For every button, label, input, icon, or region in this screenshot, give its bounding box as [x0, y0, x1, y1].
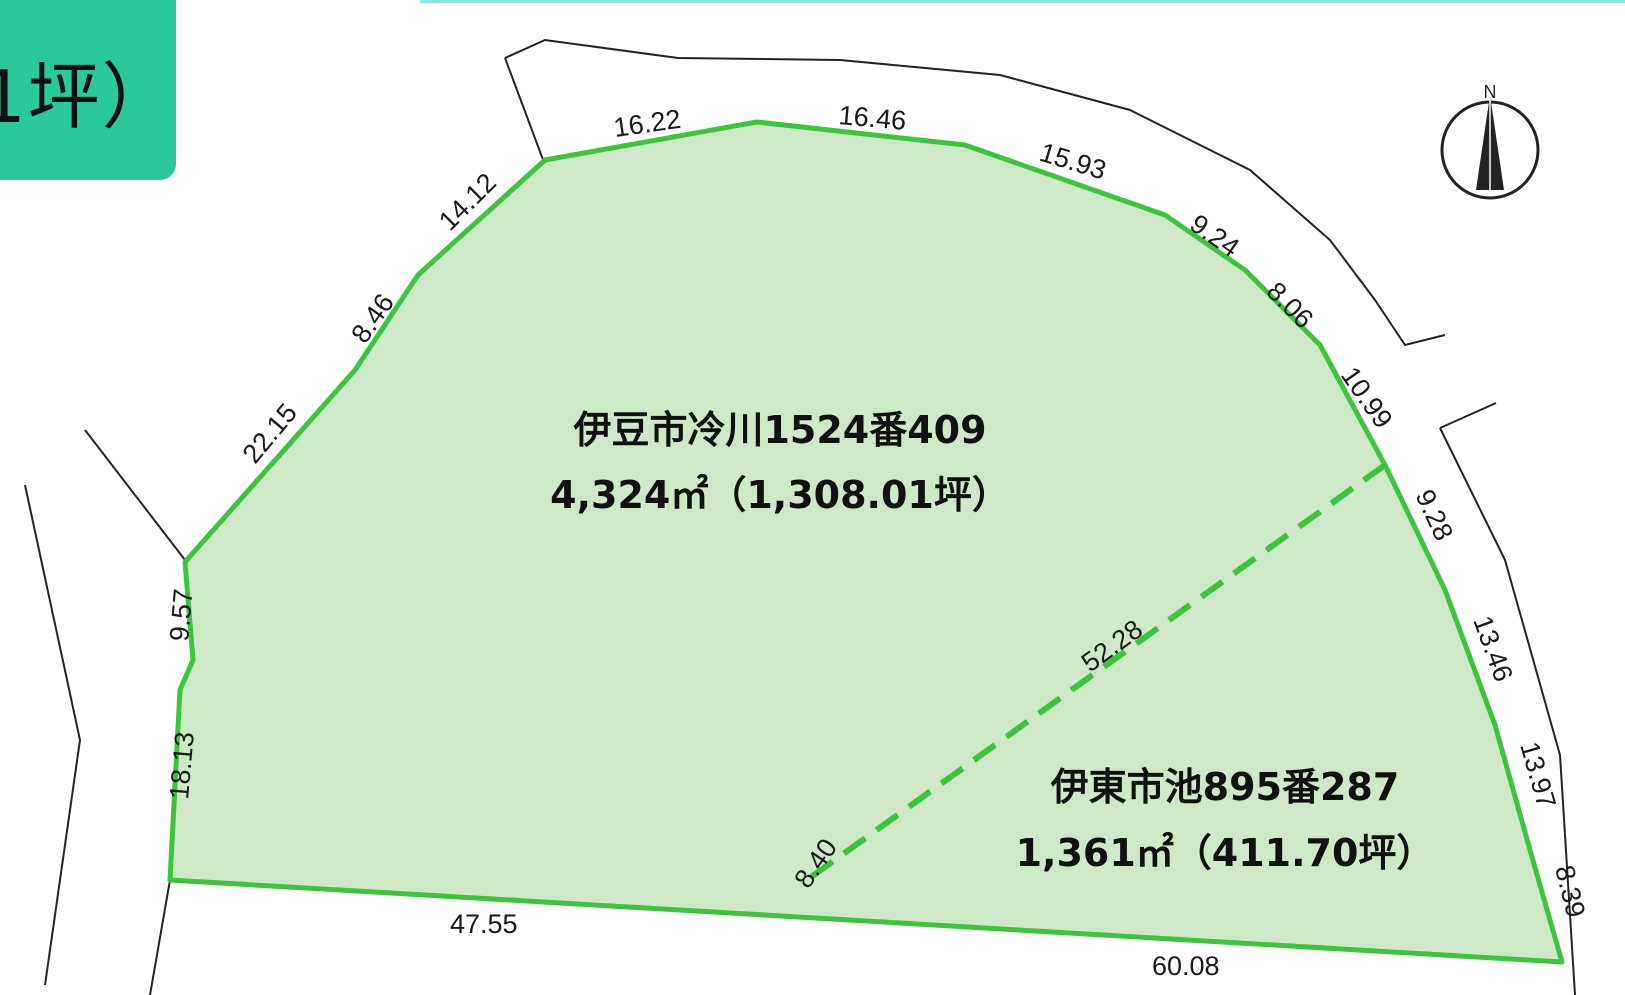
lot-area: 4,324㎡（1,308.01坪） — [550, 473, 1010, 517]
top-accent-line — [420, 0, 1625, 3]
dim-label: 18.13 — [164, 731, 200, 801]
dim-label: 60.08 — [1152, 951, 1220, 981]
road-line-left — [84, 429, 186, 561]
road-line-top-left — [504, 57, 546, 166]
area-badge: 1坪） — [0, 0, 176, 180]
road-line-right — [1439, 402, 1497, 429]
badge-text: 1坪） — [0, 54, 176, 139]
north-label: N — [1484, 82, 1497, 102]
parcel-area — [167, 119, 1565, 965]
north-arrow-icon: N — [1440, 82, 1540, 200]
dim-label: 16.46 — [837, 100, 907, 136]
dim-label: 8.39 — [1549, 862, 1591, 920]
road-line-far-right — [1439, 427, 1576, 995]
lot-address: 伊東市池895番287 — [1050, 765, 1400, 809]
lot-divider-dashed — [798, 462, 1387, 888]
dim-label: 13.97 — [1514, 738, 1561, 811]
dim-label: 9.57 — [164, 588, 198, 643]
lot-area: 1,361㎡（411.70坪） — [1016, 831, 1435, 875]
road-line-bottom-left — [149, 879, 171, 995]
dim-label: 47.55 — [450, 909, 518, 939]
lot-address: 伊豆市冷川1524番409 — [572, 408, 986, 452]
road-line-far-left — [24, 484, 82, 986]
road-line-top — [504, 38, 1446, 347]
